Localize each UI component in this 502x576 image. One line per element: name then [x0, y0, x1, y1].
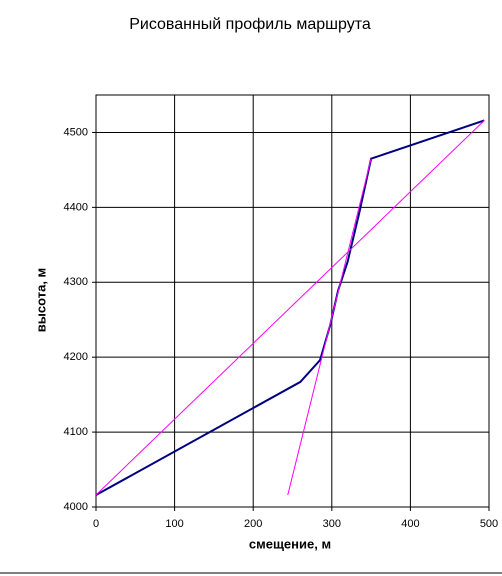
chart-title: Рисованный профиль маршрута: [129, 16, 371, 33]
x-tick-label: 500: [480, 518, 498, 530]
y-tick-label: 4400: [64, 201, 88, 213]
y-tick-label: 4500: [64, 126, 88, 138]
x-tick-label: 100: [165, 518, 183, 530]
y-axis-title: высота, м: [33, 268, 48, 332]
x-axis-title: смещение, м: [249, 536, 331, 551]
x-tick-label: 400: [401, 518, 419, 530]
x-tick-label: 200: [244, 518, 262, 530]
y-tick-label: 4100: [64, 426, 88, 438]
x-tick-label: 300: [323, 518, 341, 530]
x-tick-label: 0: [93, 518, 99, 530]
y-tick-label: 4200: [64, 351, 88, 363]
y-tick-label: 4300: [64, 276, 88, 288]
plot-frame: [95, 94, 490, 508]
profile-line: [287, 158, 372, 496]
profile-line: [95, 120, 485, 496]
y-tick-label: 4000: [64, 501, 88, 513]
